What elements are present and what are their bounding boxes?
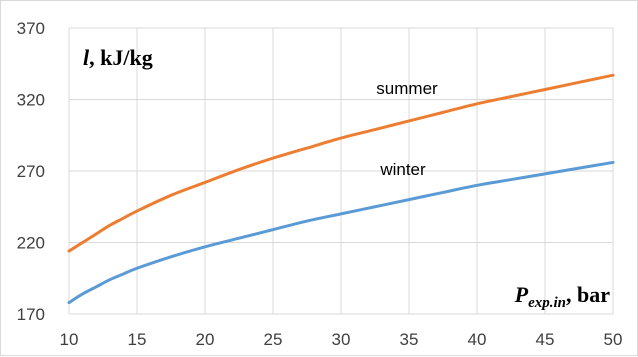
y-tick-label: 270 [17, 162, 45, 181]
x-tick-label: 30 [332, 330, 351, 349]
x-axis-unit: , bar [566, 282, 610, 307]
y-axis-unit: , kJ/kg [89, 45, 153, 70]
x-tick-label: 45 [536, 330, 555, 349]
tick-labels: 170 220 270 320 370 10 15 20 25 30 35 40 45 50 [17, 19, 623, 349]
x-tick-label: 35 [400, 330, 419, 349]
gridlines [68, 27, 614, 315]
y-tick-label: 220 [17, 234, 45, 253]
y-tick-label: 320 [17, 91, 45, 110]
series-lines [67, 73, 615, 305]
x-tick-label: 20 [196, 330, 215, 349]
x-tick-label: 15 [128, 330, 147, 349]
series-label-winter: winter [379, 160, 426, 179]
x-axis-subscript: exp.in [528, 295, 566, 311]
y-tick-label: 170 [17, 305, 45, 324]
x-tick-label: 10 [60, 330, 79, 349]
series-label-summer: summer [376, 79, 438, 98]
series-line-winter [67, 160, 615, 305]
series-labels: summer winter [376, 79, 438, 179]
x-tick-label: 25 [264, 330, 283, 349]
series-line-summer [67, 73, 615, 253]
x-axis-symbol: P [514, 282, 529, 307]
x-tick-label: 40 [468, 330, 487, 349]
y-axis-title: l, kJ/kg [83, 45, 153, 70]
x-tick-label: 50 [604, 330, 623, 349]
y-tick-label: 370 [17, 19, 45, 38]
y-axis-symbol: l [83, 45, 90, 70]
x-axis-title: Pexp.in, bar [514, 282, 611, 311]
